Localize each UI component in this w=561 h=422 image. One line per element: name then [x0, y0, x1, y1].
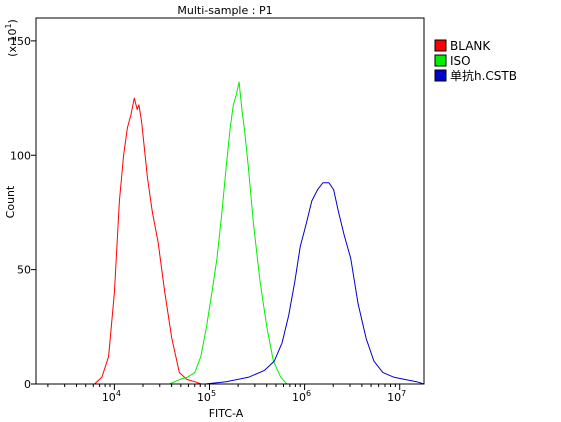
legend-swatch [434, 69, 447, 82]
plot-frame [35, 17, 425, 385]
y-tick-label: 0 [24, 378, 31, 391]
x-tick-exponent: 5 [211, 389, 216, 398]
y-multiplier-exponent: 1 [4, 23, 13, 28]
x-tick-base: 10 [102, 391, 116, 404]
x-tick-base: 10 [197, 391, 211, 404]
x-tick-base: 10 [387, 391, 401, 404]
legend-label: ISO [450, 54, 471, 68]
y-axis-label: Count [4, 185, 17, 218]
x-tick-exponent: 6 [306, 389, 311, 398]
x-tick-label: 105 [197, 389, 216, 404]
x-axis-ticks: 104 105 106 107 [47, 384, 406, 404]
x-axis-label: FITC-A [209, 407, 244, 420]
y-axis-ticks: 0 50 100 150 [10, 35, 36, 391]
series-line-3 [205, 182, 425, 385]
x-tick-label: 104 [102, 389, 121, 404]
legend-swatch [434, 39, 447, 52]
x-tick-exponent: 4 [116, 389, 121, 398]
x-tick-base: 10 [292, 391, 306, 404]
x-tick-exponent: 7 [401, 389, 406, 398]
legend-swatch [434, 54, 447, 67]
y-tick-label: 150 [10, 35, 31, 48]
legend-label: 单抗h.CSTB [450, 68, 517, 83]
y-multiplier-text: (x 10 [6, 29, 19, 57]
series-line-1 [94, 97, 202, 385]
svg-text:(x 101): (x 101) [4, 19, 19, 57]
series-lines [94, 81, 425, 385]
legend-label: BLANK [450, 39, 491, 53]
x-tick-label: 106 [292, 389, 311, 404]
x-tick-label: 107 [387, 389, 406, 404]
y-multiplier-label: (x 101) [4, 19, 19, 57]
y-tick-label: 100 [10, 149, 31, 162]
chart-title: Multi-sample : P1 [177, 4, 272, 17]
series-line-2 [169, 81, 288, 385]
y-tick-label: 50 [17, 264, 31, 277]
